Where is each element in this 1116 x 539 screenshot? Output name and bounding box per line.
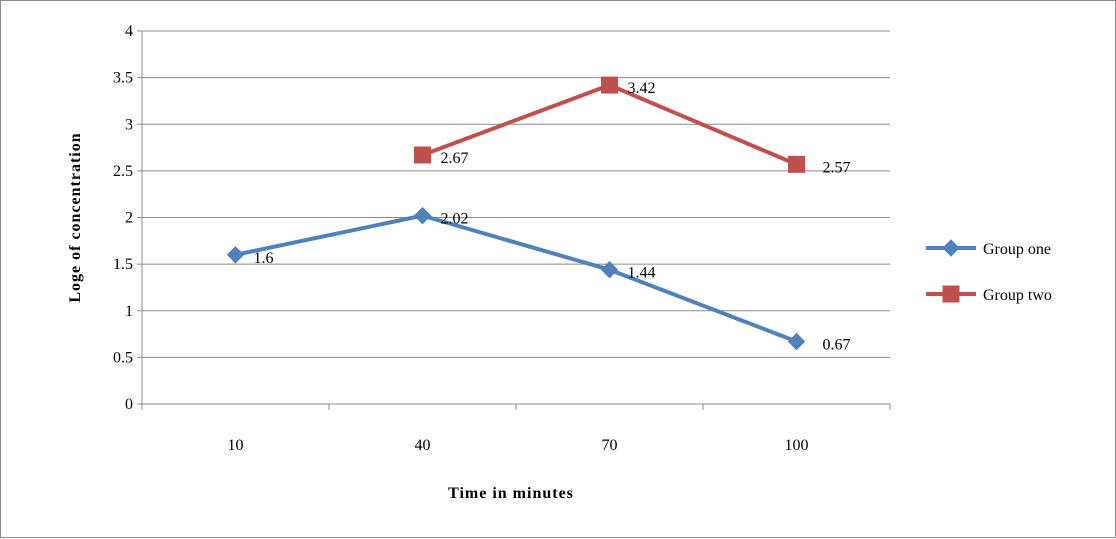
y-tick-label: 1 <box>125 303 133 320</box>
y-tick-label: 4 <box>125 23 133 40</box>
axes: 0 0.5 1 1.5 2 2.5 3 3.5 4 10 40 70 100 <box>113 23 891 454</box>
y-tick-label: 0.5 <box>113 349 133 366</box>
x-tick-label: 70 <box>602 437 618 454</box>
y-tick-label: 0 <box>125 396 133 413</box>
series <box>226 76 806 351</box>
legend: Group one Group two <box>926 239 1052 304</box>
legend-entry: Group two <box>926 285 1052 304</box>
data-point <box>600 261 619 279</box>
legend-marker <box>942 285 960 303</box>
legend-marker <box>942 239 960 257</box>
data-label: 3.42 <box>628 80 656 97</box>
legend-label: Group two <box>983 287 1052 304</box>
y-tick-label: 3 <box>125 116 133 133</box>
y-tick-label: 3.5 <box>113 70 133 87</box>
y-axis-title: Loge of concentration <box>67 132 84 302</box>
data-point <box>788 155 805 173</box>
y-tick-label: 2 <box>125 210 133 227</box>
y-tick-label: 1.5 <box>113 256 133 273</box>
x-tick-label: 100 <box>785 437 809 454</box>
data-label: 0.67 <box>823 337 851 354</box>
data-label: 2.02 <box>441 211 469 228</box>
data-label: 2.57 <box>823 159 851 176</box>
data-label: 1.6 <box>254 250 274 267</box>
data-label: 1.44 <box>628 265 656 282</box>
gridlines <box>142 30 890 358</box>
x-axis-title: Time in minutes <box>448 485 574 502</box>
legend-entry: Group one <box>926 239 1051 258</box>
data-point <box>226 246 245 264</box>
data-point <box>787 332 806 351</box>
legend-label: Group one <box>983 241 1051 258</box>
data-point <box>601 76 618 94</box>
x-tick-label: 10 <box>228 437 244 454</box>
y-tick-label: 2.5 <box>113 163 133 180</box>
data-label: 2.67 <box>441 150 469 167</box>
data-labels: 1.6 2.02 1.44 0.67 2.67 3.42 2.57 <box>254 80 851 353</box>
data-point <box>413 206 432 225</box>
series-line <box>235 213 798 344</box>
x-tick-label: 40 <box>415 437 431 454</box>
data-point <box>414 146 431 164</box>
